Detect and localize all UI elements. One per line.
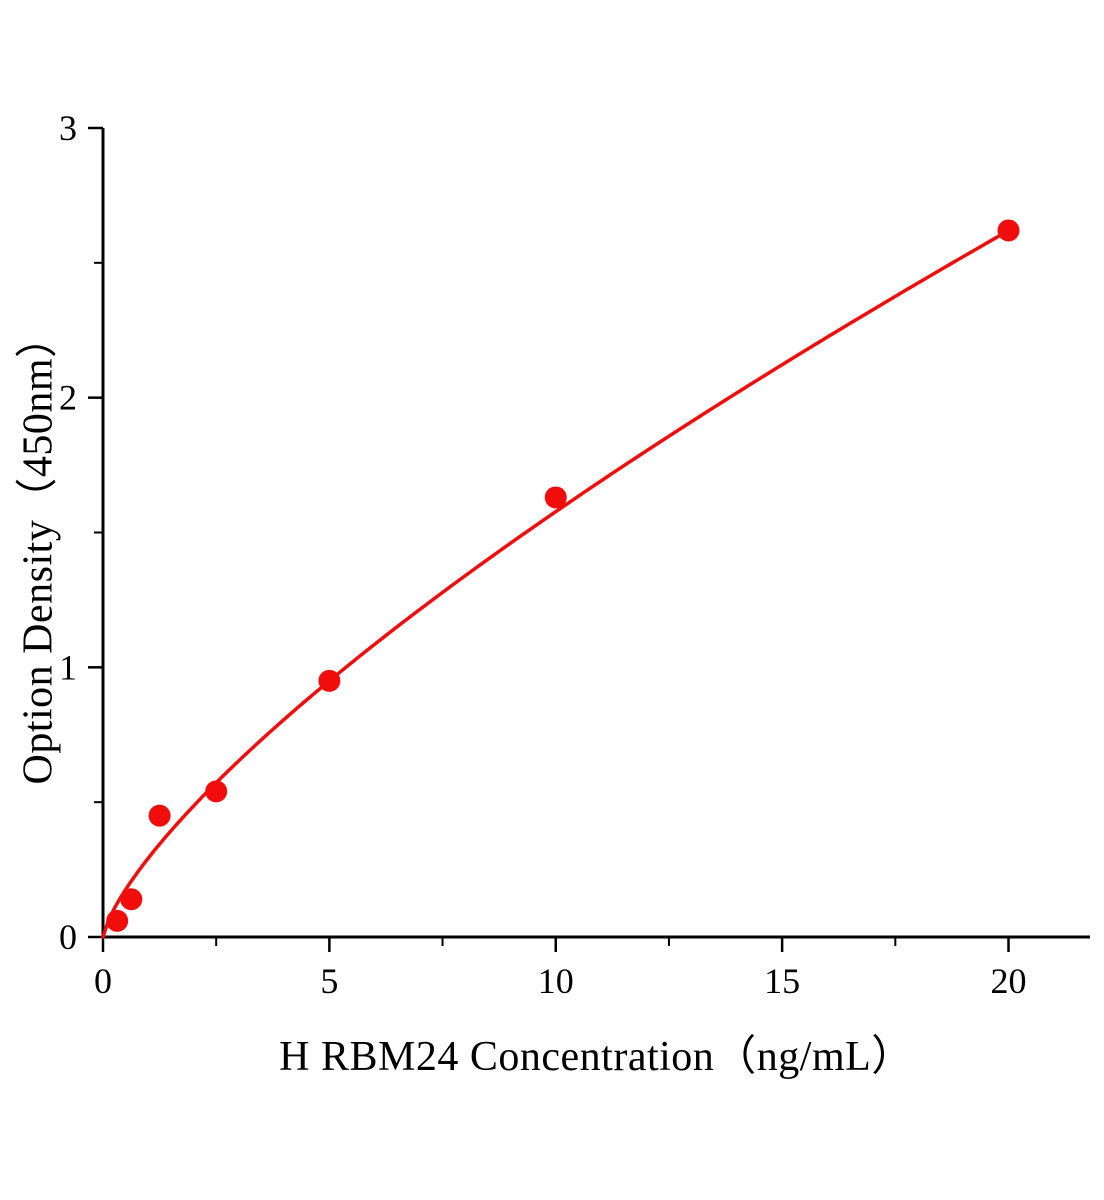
x-tick-label: 15 [764,961,800,1001]
data-point [205,780,228,803]
y-tick-label: 1 [59,647,77,687]
x-axis-title: H RBM24 Concentration（ng/mL） [279,1034,914,1080]
fit-curve [101,228,1011,939]
data-point [997,219,1020,242]
data-point [106,909,129,932]
y-tick-label: 2 [59,378,77,418]
x-tick-label: 10 [538,961,574,1001]
data-point [120,888,143,911]
x-tick-label: 0 [94,961,112,1001]
data-point [148,804,171,827]
y-tick-label: 0 [59,917,77,957]
y-axis-title: Option Density（450nm） [15,315,62,785]
data-point [318,669,341,692]
x-tick-label: 5 [320,961,338,1001]
y-tick-label: 3 [59,108,77,148]
data-point [544,486,567,509]
x-tick-label: 20 [991,961,1027,1001]
